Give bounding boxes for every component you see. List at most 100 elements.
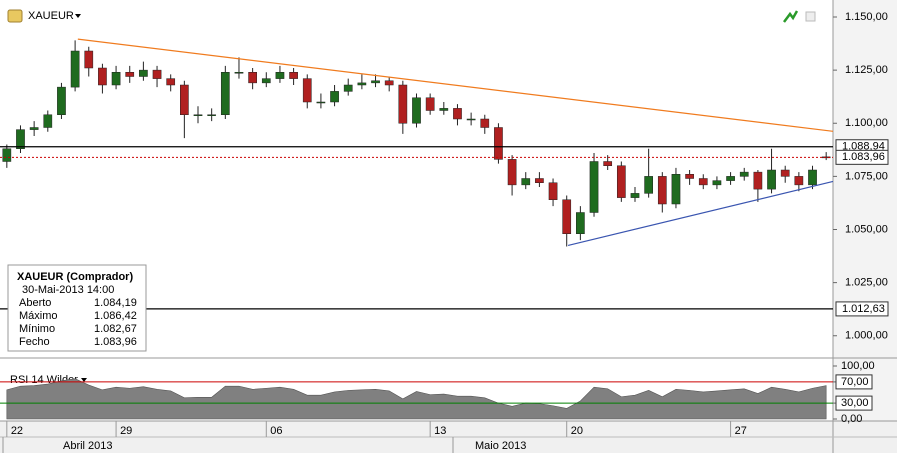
candle-body xyxy=(220,72,230,115)
candle-body xyxy=(357,82,367,86)
x-tick-label: 20 xyxy=(571,425,583,437)
candle-body xyxy=(193,114,203,116)
candle-body xyxy=(125,72,135,77)
candle-body xyxy=(507,159,517,186)
candle-body xyxy=(111,72,121,86)
candle-body xyxy=(425,97,435,111)
candle-body xyxy=(794,176,804,186)
info-label: Aberto xyxy=(19,297,51,309)
candle-body xyxy=(371,80,380,84)
level-box xyxy=(835,395,873,411)
info-title: XAUEUR (Comprador) xyxy=(17,271,133,283)
rsi-tick-label: 30,00 xyxy=(841,397,869,409)
trend-line xyxy=(567,180,834,247)
x-tick-label: 06 xyxy=(270,425,282,437)
candle-body xyxy=(261,78,271,84)
candle-body xyxy=(166,78,176,86)
info-label: Máximo xyxy=(19,310,58,322)
candle-body xyxy=(466,118,476,121)
y-tick-label: 1.025,00 xyxy=(845,277,888,289)
candle-body xyxy=(70,50,80,88)
candle-body xyxy=(780,169,790,177)
y-tick-label: 1.125,00 xyxy=(845,64,888,76)
candle-body xyxy=(671,174,681,205)
level-box xyxy=(835,149,889,165)
level-label: 1.088,94 xyxy=(842,141,885,153)
info-value: 1.086,42 xyxy=(94,310,137,322)
candle-body xyxy=(821,156,831,159)
candle-body xyxy=(439,108,449,111)
info-value: 1.083,96 xyxy=(94,336,137,348)
info-box: XAUEUR (Comprador) 30-Mai-2013 14:00 Abe… xyxy=(7,264,147,352)
candle-body xyxy=(657,176,667,205)
x-tick-label: 13 xyxy=(434,425,446,437)
candle-body xyxy=(29,127,39,130)
symbol-selector[interactable]: XAUEUR xyxy=(7,9,81,23)
info-value: 1.082,67 xyxy=(94,323,137,335)
rsi-tick-label: 70,00 xyxy=(841,376,869,388)
trend-line xyxy=(77,38,834,132)
info-label: Mínimo xyxy=(19,323,55,335)
candle-body xyxy=(316,101,326,104)
candle-body xyxy=(302,78,312,103)
symbol-icon xyxy=(7,9,23,23)
candle-body xyxy=(603,161,613,166)
y-tick-label: 1.150,00 xyxy=(845,11,888,23)
level-box xyxy=(835,374,873,390)
candle-body xyxy=(480,118,490,128)
candle-body xyxy=(248,72,257,84)
candle-body xyxy=(644,176,653,194)
y-tick-label: 1.100,00 xyxy=(845,117,888,129)
candle-body xyxy=(767,169,776,190)
candle-body xyxy=(630,193,640,198)
y-tick-label: 1.075,00 xyxy=(845,170,888,182)
month-label: Maio 2013 xyxy=(475,440,526,452)
pane-button[interactable] xyxy=(805,11,816,22)
candle-body xyxy=(57,86,66,115)
candle-body xyxy=(808,169,817,186)
candle-body xyxy=(548,182,558,200)
candle-body xyxy=(16,129,25,149)
candle-body xyxy=(152,69,162,79)
symbol-title: XAUEUR xyxy=(28,10,74,22)
candle-body xyxy=(494,127,503,160)
candle-body xyxy=(712,180,722,186)
x-tick-label: 22 xyxy=(11,425,23,437)
candle-body xyxy=(535,178,544,183)
info-value: 1.084,19 xyxy=(94,297,137,309)
x-tick-label: 27 xyxy=(735,425,747,437)
candle-body xyxy=(2,148,12,162)
candle-body xyxy=(330,91,339,103)
candle-body xyxy=(43,114,53,128)
dropdown-arrow xyxy=(81,378,87,382)
x-tick-label: 29 xyxy=(120,425,132,437)
candle-body xyxy=(753,171,763,190)
candle-body xyxy=(207,114,217,116)
candle-body xyxy=(739,171,749,177)
y-tick-label: 1.000,00 xyxy=(845,330,888,342)
candle-body xyxy=(562,199,572,234)
candle-body xyxy=(343,84,353,92)
candle-body xyxy=(398,84,408,124)
rsi-tick-label: 0,00 xyxy=(841,413,862,425)
trend-icon[interactable] xyxy=(783,10,799,23)
info-frame xyxy=(7,264,147,352)
candle-body xyxy=(412,97,421,124)
candle-body xyxy=(576,212,585,234)
candle-body xyxy=(589,161,599,213)
rsi-area xyxy=(6,378,827,420)
candle-body xyxy=(84,50,94,69)
candle-body xyxy=(234,72,244,74)
candle-body xyxy=(685,174,694,179)
candle-body xyxy=(453,108,462,120)
candle-body xyxy=(698,178,708,186)
level-label: 1.012,63 xyxy=(842,303,885,315)
candle-body xyxy=(289,72,298,79)
candle-body xyxy=(384,80,394,86)
level-label: 1.083,96 xyxy=(842,151,885,163)
y-tick-label: 1.050,00 xyxy=(845,223,888,235)
info-label: Fecho xyxy=(19,336,50,348)
info-date: 30-Mai-2013 14:00 xyxy=(22,284,114,296)
